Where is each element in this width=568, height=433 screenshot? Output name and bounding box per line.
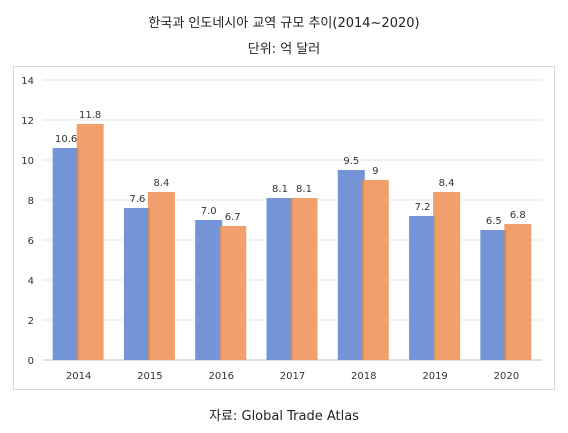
bar-series-1 [266, 198, 294, 360]
bar-overlap-edge [361, 180, 364, 360]
data-label-series-2: 6.8 [510, 210, 526, 221]
bar-series-2 [76, 124, 104, 360]
bar-series-2 [147, 192, 175, 360]
bar-series-2 [361, 180, 389, 360]
bar-series-1 [123, 208, 151, 360]
bar-series-2 [290, 198, 318, 360]
bar-overlap-edge [290, 198, 293, 360]
y-tick-label: 2 [28, 316, 34, 327]
data-label-series-1: 10.6 [55, 134, 77, 145]
x-tick-label: 2020 [494, 371, 519, 382]
bar-series-2 [433, 192, 461, 360]
data-label-series-2: 11.8 [79, 110, 101, 121]
bar-overlap-edge [219, 226, 222, 360]
data-label-series-1: 7.2 [415, 202, 431, 213]
bar-series-1 [409, 216, 437, 360]
bar-overlap-edge [76, 148, 79, 360]
bar-chart: 0 2 4 6 8 10 12 14 10.6 11.8 2014 7.6 8.4 2015 7.0 6.7 2… [21, 76, 542, 382]
y-tick-label: 4 [28, 276, 34, 287]
data-label-series-2: 8.4 [439, 178, 455, 189]
bar-series-2 [219, 226, 247, 360]
y-tick-label: 14 [21, 76, 34, 87]
y-tick-label: 0 [28, 356, 34, 367]
data-label-series-1: 7.0 [201, 206, 217, 217]
chart-title: 한국과 인도네시아 교역 규모 추이(2014~2020) [148, 16, 420, 31]
chart-unit: 단위: 억 달러 [247, 42, 321, 57]
x-tick-label: 2015 [137, 371, 162, 382]
bar-series-1 [337, 170, 365, 360]
x-tick-label: 2016 [208, 371, 233, 382]
y-tick-label: 12 [21, 116, 34, 127]
data-label-series-2: 8.1 [296, 184, 312, 195]
source-note: 자료: Global Trade Atlas [209, 409, 359, 424]
y-tick-label: 8 [28, 196, 34, 207]
data-label-series-2: 9 [372, 166, 378, 177]
bar-overlap-edge [504, 230, 507, 360]
x-tick-label: 2018 [351, 371, 376, 382]
x-tick-label: 2019 [422, 371, 447, 382]
data-label-series-1: 8.1 [272, 184, 288, 195]
bar-overlap-edge [147, 208, 150, 360]
y-tick-label: 10 [21, 156, 34, 167]
x-tick-label: 2014 [66, 371, 91, 382]
data-label-series-1: 6.5 [486, 216, 502, 227]
data-label-series-1: 9.5 [343, 156, 359, 167]
x-tick-label: 2017 [280, 371, 305, 382]
data-label-series-2: 6.7 [225, 212, 241, 223]
data-label-series-2: 8.4 [153, 178, 169, 189]
bar-series-1 [480, 230, 508, 360]
data-label-series-1: 7.6 [129, 194, 145, 205]
bar-series-1 [52, 148, 80, 360]
bar-overlap-edge [433, 216, 436, 360]
bar-series-2 [504, 224, 532, 360]
bar-series-1 [195, 220, 223, 360]
y-tick-label: 6 [28, 236, 34, 247]
